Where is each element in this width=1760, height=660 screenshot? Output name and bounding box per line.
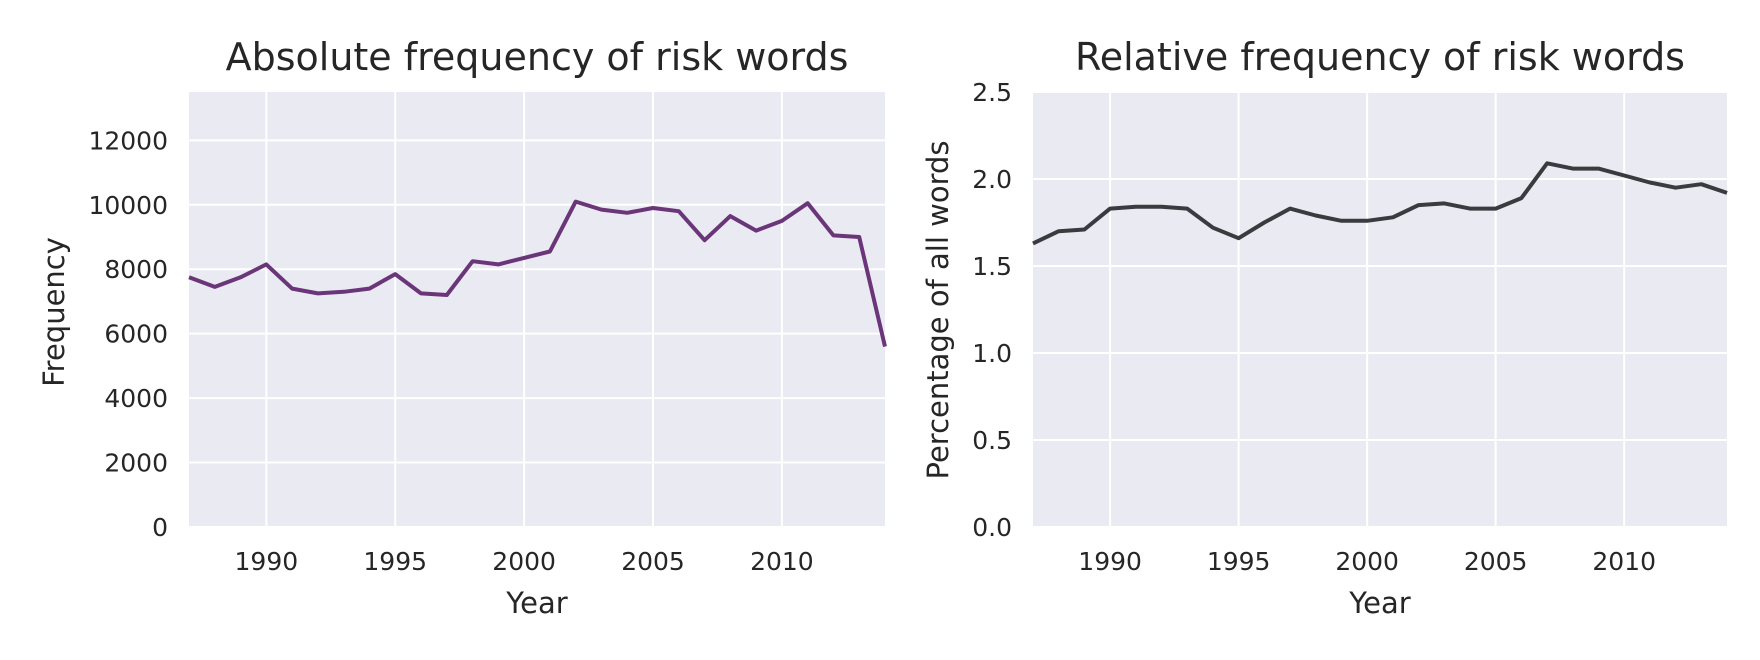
x-tick-label-absolute: 1995: [363, 547, 427, 576]
x-tick-label-relative: 2000: [1335, 547, 1399, 576]
x-axis-label-relative: Year: [1348, 586, 1410, 620]
y-tick-label-relative: 0.0: [972, 513, 1012, 542]
plot-background-relative: [1033, 92, 1727, 527]
chart-absolute-frequency: 1990 1995 2000 2005 2010 0 2000 4000 6000 8000 100…: [37, 35, 887, 620]
plot-background-absolute: [189, 92, 885, 527]
grid-relative: [1033, 91, 1727, 528]
x-tick-label-relative: 1990: [1078, 547, 1142, 576]
ticks-absolute: 1990 1995 2000 2005 2010 0 2000 4000 6000 8000 100…: [88, 126, 813, 576]
x-tick-label-absolute: 2010: [750, 547, 814, 576]
y-axis-label-relative: Percentage of all words: [921, 140, 955, 479]
y-tick-label-absolute: 10000: [88, 191, 168, 220]
series-line-absolute: [188, 199, 887, 348]
series-relative: [1032, 161, 1728, 246]
grid-absolute: [189, 92, 885, 528]
y-axis-label-absolute: Frequency: [37, 237, 71, 387]
y-tick-label-absolute: 4000: [104, 384, 168, 413]
x-tick-label-relative: 2005: [1464, 547, 1528, 576]
y-tick-label-relative: 2.5: [972, 78, 1012, 107]
chart-title-relative: Relative frequency of risk words: [1075, 35, 1685, 79]
series-absolute: [188, 199, 887, 348]
y-tick-label-absolute: 6000: [104, 320, 168, 349]
y-tick-label-absolute: 12000: [88, 126, 168, 155]
x-axis-label-absolute: Year: [505, 586, 567, 620]
x-tick-label-absolute: 2000: [492, 547, 556, 576]
chart-title-absolute: Absolute frequency of risk words: [226, 35, 849, 79]
x-tick-label-absolute: 1990: [235, 547, 299, 576]
y-tick-label-relative: 2.0: [972, 165, 1012, 194]
x-tick-label-relative: 2010: [1592, 547, 1656, 576]
chart-relative-frequency: 1990 1995 2000 2005 2010 0.0 0.5 1.0 1.5 2.0 2.5 R…: [921, 35, 1728, 620]
y-tick-label-relative: 0.5: [972, 426, 1012, 455]
ticks-relative: 1990 1995 2000 2005 2010 0.0 0.5 1.0 1.5 2.0 2.5: [972, 78, 1656, 576]
series-line-relative: [1032, 161, 1728, 246]
y-tick-label-absolute: 8000: [104, 255, 168, 284]
y-tick-label-absolute: 2000: [104, 449, 168, 478]
x-tick-label-relative: 1995: [1207, 547, 1271, 576]
y-tick-label-relative: 1.5: [972, 252, 1012, 281]
y-tick-label-relative: 1.0: [972, 339, 1012, 368]
y-tick-label-absolute: 0: [152, 513, 168, 542]
x-tick-label-absolute: 2005: [621, 547, 685, 576]
